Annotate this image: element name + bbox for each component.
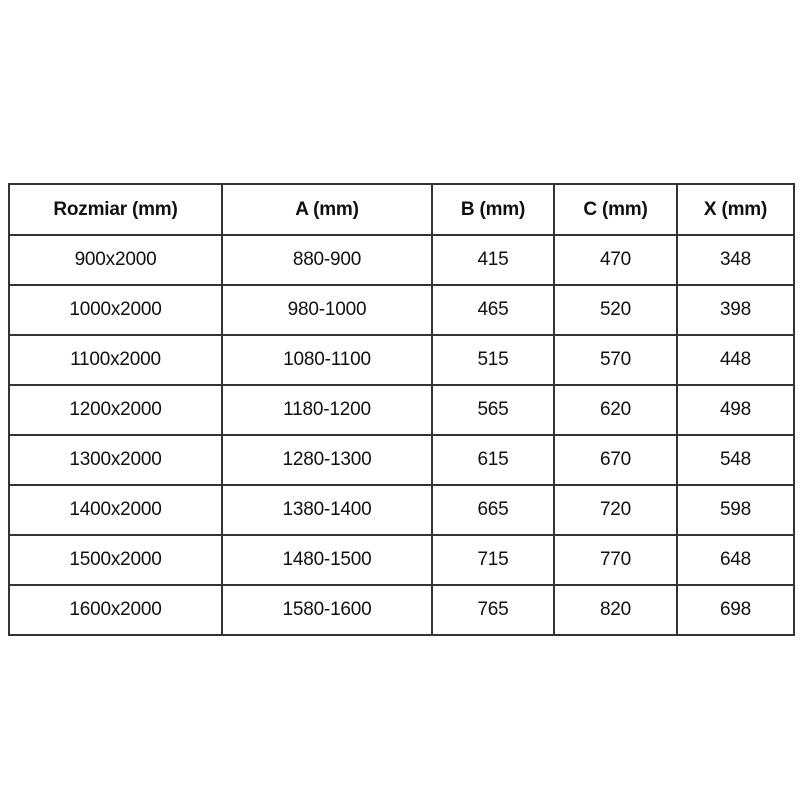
cell-x: 498 bbox=[676, 384, 795, 436]
cell-x: 648 bbox=[676, 534, 795, 586]
cell-size: 1500x2000 bbox=[8, 534, 223, 586]
column-header-x: X (mm) bbox=[676, 183, 795, 236]
cell-b: 665 bbox=[431, 484, 555, 536]
cell-a: 1480-1500 bbox=[221, 534, 433, 586]
cell-c: 820 bbox=[553, 584, 678, 636]
cell-a: 980-1000 bbox=[221, 284, 433, 336]
table-row: 1200x2000 1180-1200 565 620 498 bbox=[8, 384, 795, 436]
table-row: 1500x2000 1480-1500 715 770 648 bbox=[8, 534, 795, 586]
table-body: 900x2000 880-900 415 470 348 1000x2000 9… bbox=[8, 234, 795, 636]
cell-size: 1400x2000 bbox=[8, 484, 223, 536]
cell-b: 565 bbox=[431, 384, 555, 436]
cell-x: 548 bbox=[676, 434, 795, 486]
cell-a: 1180-1200 bbox=[221, 384, 433, 436]
cell-x: 598 bbox=[676, 484, 795, 536]
table-header: Rozmiar (mm) A (mm) B (mm) C (mm) X (mm) bbox=[8, 183, 795, 236]
column-header-a: A (mm) bbox=[221, 183, 433, 236]
cell-size: 1200x2000 bbox=[8, 384, 223, 436]
cell-a: 1380-1400 bbox=[221, 484, 433, 536]
cell-b: 415 bbox=[431, 234, 555, 286]
cell-b: 515 bbox=[431, 334, 555, 386]
cell-x: 448 bbox=[676, 334, 795, 386]
cell-b: 615 bbox=[431, 434, 555, 486]
cell-size: 1100x2000 bbox=[8, 334, 223, 386]
table-row: 1600x2000 1580-1600 765 820 698 bbox=[8, 584, 795, 636]
cell-size: 1300x2000 bbox=[8, 434, 223, 486]
cell-c: 470 bbox=[553, 234, 678, 286]
cell-a: 1080-1100 bbox=[221, 334, 433, 386]
cell-a: 1280-1300 bbox=[221, 434, 433, 486]
cell-c: 620 bbox=[553, 384, 678, 436]
column-header-b: B (mm) bbox=[431, 183, 555, 236]
cell-x: 698 bbox=[676, 584, 795, 636]
table-row: 900x2000 880-900 415 470 348 bbox=[8, 234, 795, 286]
column-header-c: C (mm) bbox=[553, 183, 678, 236]
column-header-size: Rozmiar (mm) bbox=[8, 183, 223, 236]
dimensions-table: Rozmiar (mm) A (mm) B (mm) C (mm) X (mm)… bbox=[8, 183, 795, 636]
cell-c: 720 bbox=[553, 484, 678, 536]
cell-c: 670 bbox=[553, 434, 678, 486]
table-row: 1000x2000 980-1000 465 520 398 bbox=[8, 284, 795, 336]
specification-table-container: Rozmiar (mm) A (mm) B (mm) C (mm) X (mm)… bbox=[8, 183, 795, 636]
table-row: 1100x2000 1080-1100 515 570 448 bbox=[8, 334, 795, 386]
cell-b: 715 bbox=[431, 534, 555, 586]
cell-size: 1000x2000 bbox=[8, 284, 223, 336]
cell-x: 398 bbox=[676, 284, 795, 336]
cell-c: 770 bbox=[553, 534, 678, 586]
cell-a: 880-900 bbox=[221, 234, 433, 286]
cell-a: 1580-1600 bbox=[221, 584, 433, 636]
table-row: 1400x2000 1380-1400 665 720 598 bbox=[8, 484, 795, 536]
cell-b: 765 bbox=[431, 584, 555, 636]
cell-b: 465 bbox=[431, 284, 555, 336]
cell-c: 520 bbox=[553, 284, 678, 336]
table-row: 1300x2000 1280-1300 615 670 548 bbox=[8, 434, 795, 486]
cell-c: 570 bbox=[553, 334, 678, 386]
cell-x: 348 bbox=[676, 234, 795, 286]
cell-size: 900x2000 bbox=[8, 234, 223, 286]
cell-size: 1600x2000 bbox=[8, 584, 223, 636]
table-header-row: Rozmiar (mm) A (mm) B (mm) C (mm) X (mm) bbox=[8, 183, 795, 236]
